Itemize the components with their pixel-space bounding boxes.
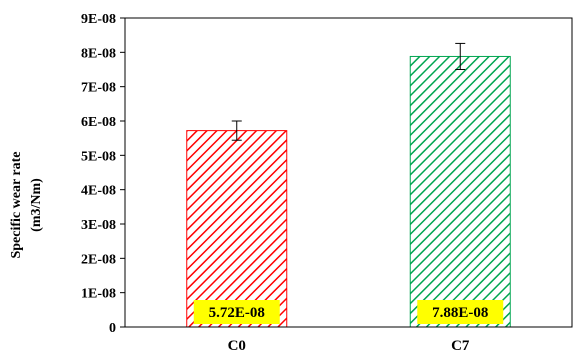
bars-group: 5.72E-08 7.88E-08: [186, 42, 511, 328]
x-axis-labels: C0 C7: [228, 338, 470, 354]
y-tick-label: 6E-08: [81, 115, 116, 130]
y-axis-ticks: 0 1E-08 2E-08 3E-08 4E-08 5E-08 6E-08 7E-08 8E-0…: [81, 12, 125, 336]
bar-c0: [186, 130, 288, 328]
y-tick-label: 7E-08: [81, 81, 116, 96]
y-axis-title-line2: (m3/Nm): [29, 178, 44, 232]
y-tick-label: 4E-08: [81, 184, 116, 199]
x-category-label: C7: [451, 338, 470, 354]
plot-frame: [124, 17, 573, 328]
y-tick-label: 3E-08: [81, 218, 116, 233]
data-label-background: [193, 300, 280, 324]
y-tick-label: 0: [109, 321, 116, 336]
data-label: 7.88E-08: [432, 305, 488, 321]
y-tick-label: 9E-08: [81, 12, 116, 27]
x-category-label: C0: [228, 338, 246, 354]
y-tick-label: 2E-08: [81, 252, 116, 267]
y-axis-title: Specific wear rate (m3/Nm): [9, 151, 44, 258]
y-tick-label: 1E-08: [81, 287, 116, 302]
y-tick-label: 8E-08: [81, 46, 116, 61]
y-axis-title-line1: Specific wear rate: [9, 151, 24, 258]
data-label: 5.72E-08: [209, 305, 265, 321]
y-tick-label: 5E-08: [81, 149, 116, 164]
bar-c7: [409, 55, 511, 328]
data-label-background: [417, 300, 504, 324]
